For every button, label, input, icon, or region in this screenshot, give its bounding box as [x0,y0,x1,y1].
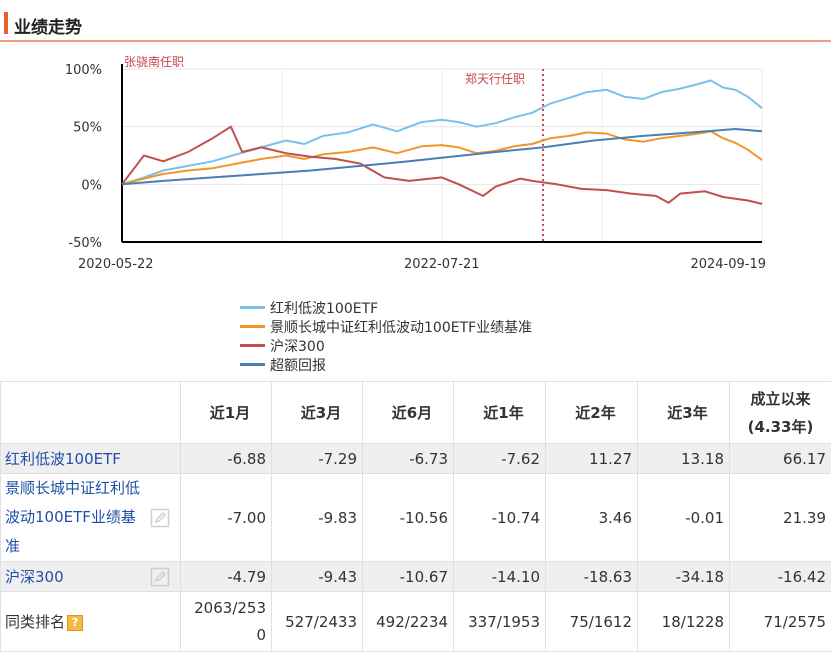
table-header-row: 近1月 近3月 近6月 近1年 近2年 近3年 成立以来 (4.33年) [0,381,831,444]
cell: -9.83 [271,473,363,562]
cell: 3.46 [545,473,638,562]
col-header-1y: 近1年 [453,381,546,444]
cell: -16.42 [729,561,831,592]
y-tick-label: 100% [65,63,102,78]
cell: -6.73 [362,443,454,474]
row-name-index[interactable]: 沪深300 [0,561,181,592]
cell: -0.01 [637,473,730,562]
header-accent-bar [4,12,8,34]
edit-icon[interactable] [150,567,170,587]
x-tick-label: 2024-09-19 [690,257,766,272]
legend-label: 超额回报 [270,357,326,374]
legend-item[interactable]: 超额回报 [240,355,640,374]
cell: 2063/2530 [180,591,272,652]
cell: -14.10 [453,561,546,592]
cell: -9.43 [271,561,363,592]
manager-annotation: 张骁南任职 [124,54,184,69]
legend-swatch [240,325,265,328]
cell: 18/1228 [637,591,730,652]
x-tick-label: 2022-07-21 [404,257,480,272]
cell: 11.27 [545,443,638,474]
legend-label: 沪深300 [270,338,325,355]
legend-label: 红利低波100ETF [270,300,379,317]
performance-chart: 100% 50% 0% -50% 2020-05-22 2022-07-21 2024-09… [65,54,766,272]
table-corner [0,381,181,444]
manager-annotation: 郑天行任职 [465,71,525,86]
col-header-3m: 近3月 [271,381,363,444]
legend-item[interactable]: 沪深300 [240,336,640,355]
col-header-1m: 近1月 [180,381,272,444]
y-tick-label: -50% [68,236,102,251]
col-header-6m: 近6月 [362,381,454,444]
y-tick-label: 50% [73,121,102,136]
cell: -7.62 [453,443,546,474]
row-name-rank: 同类排名? [0,591,181,652]
legend-item[interactable]: 景顺长城中证红利低波动100ETF业绩基准 [240,317,640,336]
rank-label: 同类排名 [5,613,66,631]
cell: -10.56 [362,473,454,562]
edit-icon[interactable] [150,508,170,528]
cell: 21.39 [729,473,831,562]
performance-table: 近1月 近3月 近6月 近1年 近2年 近3年 成立以来 (4.33年) 红利低… [0,381,831,652]
legend-swatch [240,344,265,347]
col-header-since-inception: 成立以来 (4.33年) [729,381,831,444]
cell: -7.29 [271,443,363,474]
cell: -34.18 [637,561,730,592]
cell: 13.18 [637,443,730,474]
cell: 75/1612 [545,591,638,652]
table-row: 红利低波100ETF -6.88 -7.29 -6.73 -7.62 11.27… [0,443,831,474]
row-name-fund[interactable]: 红利低波100ETF [0,443,181,474]
cell: -10.67 [362,561,454,592]
col-header-2y: 近2年 [545,381,638,444]
chart-legend: 红利低波100ETF 景顺长城中证红利低波动100ETF业绩基准 沪深300 超额回报 [240,298,640,374]
cell: -6.88 [180,443,272,474]
series-line [121,128,763,186]
series-line [121,125,763,205]
legend-label: 景顺长城中证红利低波动100ETF业绩基准 [270,319,533,336]
table-row: 同类排名? 2063/2530 527/2433 492/2234 337/19… [0,591,831,652]
table-row: 景顺长城中证红利低波动100ETF业绩基准 -7.00 -9.83 -10.56… [0,473,831,562]
index-label[interactable]: 沪深300 [5,568,64,586]
cell: 492/2234 [362,591,454,652]
rank-value: 2063/2530 [194,598,266,644]
row-name-benchmark[interactable]: 景顺长城中证红利低波动100ETF业绩基准 [0,473,181,562]
cell: 71/2575 [729,591,831,652]
legend-item[interactable]: 红利低波100ETF [240,298,640,317]
y-tick-label: 0% [81,178,102,193]
x-tick-label: 2020-05-22 [78,257,154,272]
section-header: 业绩走势 [0,0,831,42]
table-row: 沪深300 -4.79 -9.43 -10.67 -14.10 -18.63 -… [0,561,831,592]
help-icon[interactable]: ? [67,614,84,631]
cell: -4.79 [180,561,272,592]
cell: -10.74 [453,473,546,562]
cell: 66.17 [729,443,831,474]
col-header-3y: 近3年 [637,381,730,444]
legend-swatch [240,306,265,309]
benchmark-label[interactable]: 景顺长城中证红利低波动100ETF业绩基准 [5,479,141,555]
section-title: 业绩走势 [14,18,82,38]
cell: -7.00 [180,473,272,562]
legend-swatch [240,363,265,366]
cell: 337/1953 [453,591,546,652]
cell: 527/2433 [271,591,363,652]
cell: -18.63 [545,561,638,592]
